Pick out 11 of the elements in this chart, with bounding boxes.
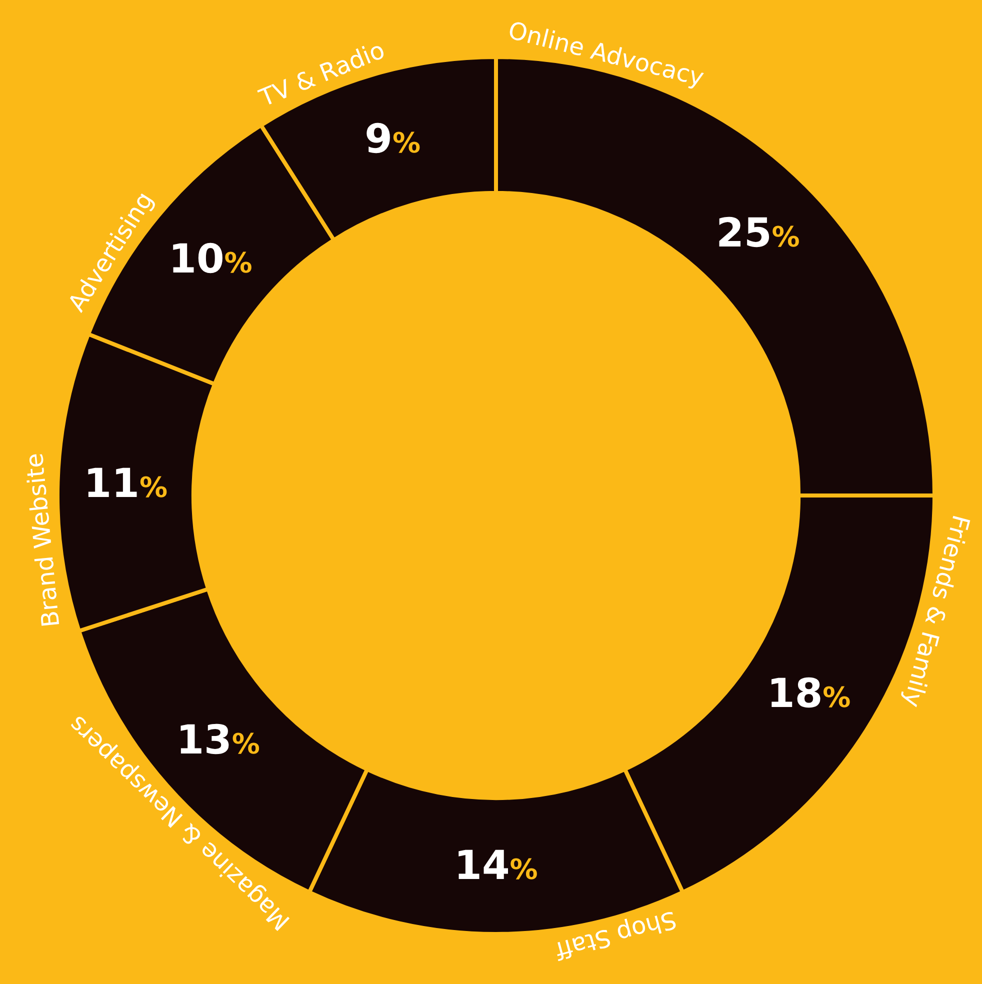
- data-label: 10%: [168, 236, 252, 282]
- data-label: 25%: [716, 210, 800, 256]
- data-label: 18%: [766, 671, 851, 718]
- data-label: 11%: [84, 460, 168, 507]
- slice-label: Brand Website: [20, 452, 66, 629]
- slice-label: TV & Radio: [254, 36, 389, 113]
- data-label: 14%: [454, 843, 538, 890]
- data-label: 13%: [176, 718, 260, 764]
- slice-label: Shop Staff: [552, 905, 680, 965]
- slice-label: Friends & Family: [898, 512, 976, 710]
- data-label: 9%: [364, 116, 421, 163]
